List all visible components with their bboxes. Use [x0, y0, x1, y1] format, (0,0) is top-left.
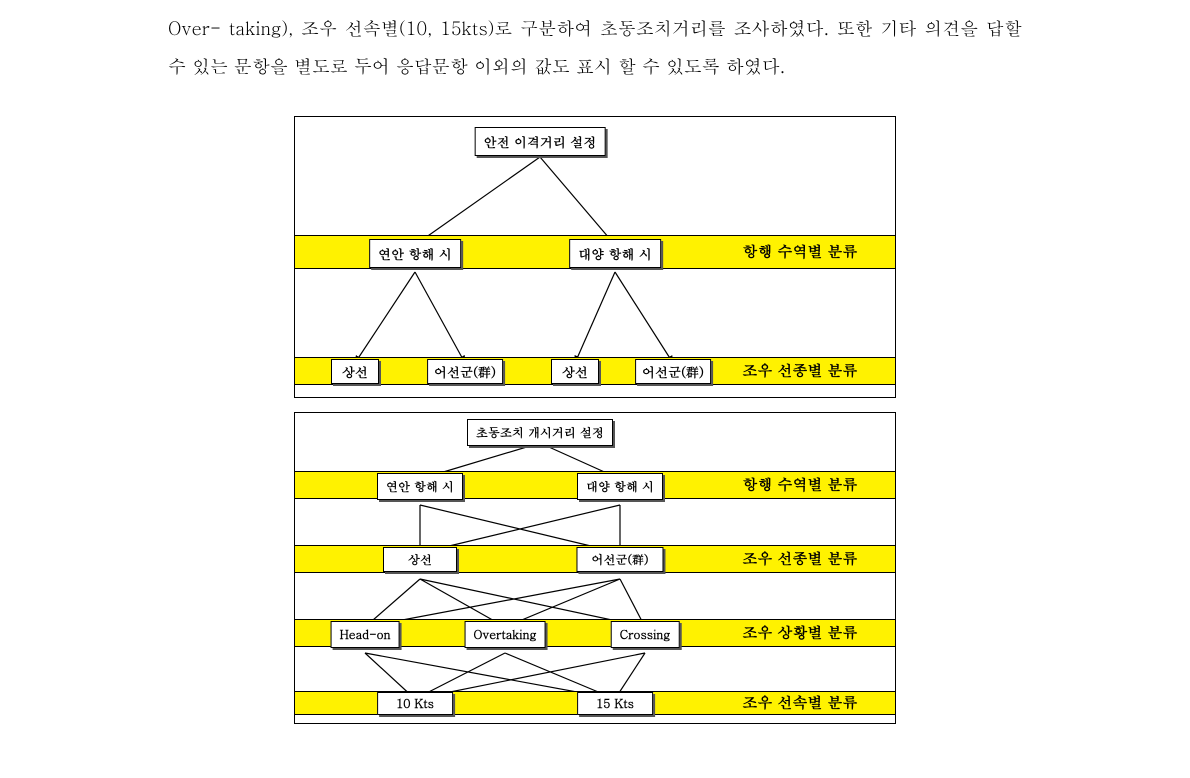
d2-row3-label: 조우 상황별 분류 — [705, 622, 895, 643]
d1-row-shiptype: 상선 어선군(群) 상선 어선군(群) 조우 선종별 분류 — [295, 357, 895, 385]
d1-row1-label: 항행 수역별 분류 — [705, 241, 895, 262]
d1-water-coastal: 연안 항해 시 — [369, 239, 461, 268]
d2-row-situation: Head-on Overtaking Crossing 조우 상황별 분류 — [295, 619, 895, 647]
d2-water-coastal: 연안 항해 시 — [377, 473, 463, 500]
d2-row-shiptype: 상선 어선군(群) 조우 선종별 분류 — [295, 545, 895, 573]
d2-speed-15: 15 Kts — [577, 692, 653, 715]
d1-ship-merchant-1: 상선 — [331, 359, 379, 384]
d2-ship-fishing: 어선군(群) — [576, 547, 663, 572]
d2-sit-headon: Head-on — [331, 621, 400, 648]
d1-water-ocean: 대양 항해 시 — [569, 239, 661, 268]
d2-row2-label: 조우 선종별 분류 — [705, 548, 895, 569]
d2-row-speed: 10 Kts 15 Kts 조우 선속별 분류 — [295, 691, 895, 715]
d1-top-node: 안전 이격거리 설정 — [475, 127, 606, 156]
diagram-initial-action: 초동조치 개시거리 설정 연안 항해 시 대양 항해 시 항행 수역별 분류 상… — [294, 412, 896, 724]
d2-sit-crossing: Crossing — [611, 621, 680, 648]
d1-ship-fishing-1: 어선군(群) — [427, 359, 503, 384]
d2-sit-overtaking: Overtaking — [465, 621, 546, 648]
d2-top-node: 초동조치 개시거리 설정 — [467, 419, 613, 446]
d2-water-ocean: 대양 항해 시 — [577, 473, 663, 500]
d1-row-water: 연안 항해 시 대양 항해 시 항행 수역별 분류 — [295, 235, 895, 269]
d1-row2-label: 조우 선종별 분류 — [705, 360, 895, 381]
d2-speed-10: 10 Kts — [377, 692, 453, 715]
diagram-safe-distance: 안전 이격거리 설정 연안 항해 시 대양 항해 시 항행 수역별 분류 상선 … — [294, 116, 896, 398]
d2-row1-label: 항행 수역별 분류 — [705, 474, 895, 495]
d2-ship-merchant: 상선 — [383, 547, 457, 572]
d1-ship-fishing-2: 어선군(群) — [635, 359, 711, 384]
d2-row-water: 연안 항해 시 대양 항해 시 항행 수역별 분류 — [295, 471, 895, 499]
d1-ship-merchant-2: 상선 — [551, 359, 599, 384]
d2-row4-label: 조우 선속별 분류 — [705, 692, 895, 713]
body-paragraph: Over- taking), 조우 선속별(10, 15kts)로 구분하여 초… — [168, 10, 1022, 86]
